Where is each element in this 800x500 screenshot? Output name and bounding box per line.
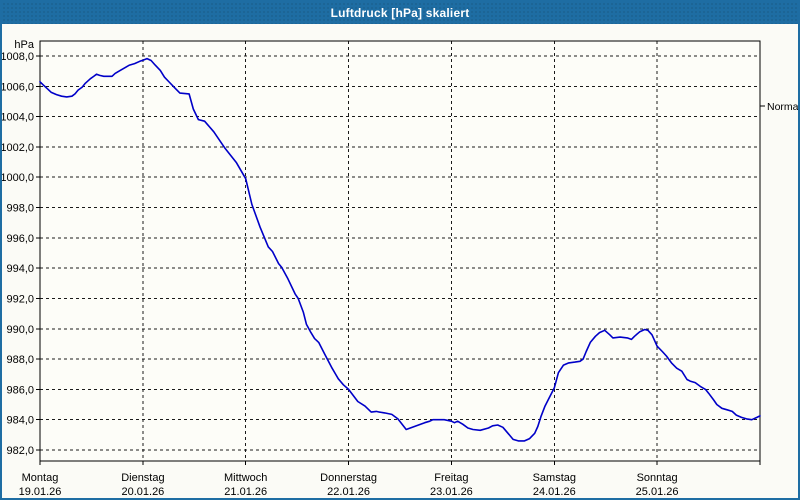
y-tick-label: 992,0 [6, 294, 34, 306]
y-tick-label: 1002,0 [0, 142, 34, 154]
date-label: 20.01.26 [121, 486, 164, 498]
day-label: Sonntag [637, 472, 678, 484]
y-tick-label: 984,0 [6, 415, 34, 427]
y-tick-label: 986,0 [6, 384, 34, 396]
unit-label: hPa [14, 39, 34, 51]
day-label: Samstag [533, 472, 576, 484]
day-label: Mittwoch [224, 472, 267, 484]
pressure-curve [39, 57, 761, 442]
day-label: Dienstag [121, 472, 164, 484]
title-bar: Luftdruck [hPa] skaliert [2, 2, 798, 24]
y-tick-label: 1006,0 [0, 81, 34, 93]
y-tick-label: 1008,0 [0, 51, 34, 63]
chart-container: 1008,0 1006,0 1004,0 1002,0 1000,0 998,0 996,0… [2, 24, 798, 498]
plot-background [40, 41, 760, 461]
date-label: 22.01.26 [327, 486, 370, 498]
date-label: 24.01.26 [533, 486, 576, 498]
date-label: 19.01.26 [19, 486, 62, 498]
day-label: Donnerstag [320, 472, 377, 484]
chart-canvas: 1008,0 1006,0 1004,0 1002,0 1000,0 998,0 996,0… [0, 39, 800, 498]
y-tick-label: 988,0 [6, 354, 34, 366]
normal-reference-label: Normal [767, 101, 800, 113]
y-tick-label: 994,0 [6, 263, 34, 275]
date-label: 21.01.26 [224, 486, 267, 498]
day-label: Freitag [434, 472, 468, 484]
y-tick-label: 998,0 [6, 203, 34, 215]
y-tick-label: 996,0 [6, 233, 34, 245]
date-label: 25.01.26 [636, 486, 679, 498]
window-title: Luftdruck [hPa] skaliert [330, 6, 470, 20]
y-tick-label: 982,0 [6, 445, 34, 457]
date-label: 23.01.26 [430, 486, 473, 498]
y-tick-label: 990,0 [6, 324, 34, 336]
y-tick-label: 1000,0 [0, 172, 34, 184]
day-label: Montag [22, 472, 59, 484]
plot-border [39, 40, 761, 462]
y-tick-label: 1004,0 [0, 112, 34, 124]
